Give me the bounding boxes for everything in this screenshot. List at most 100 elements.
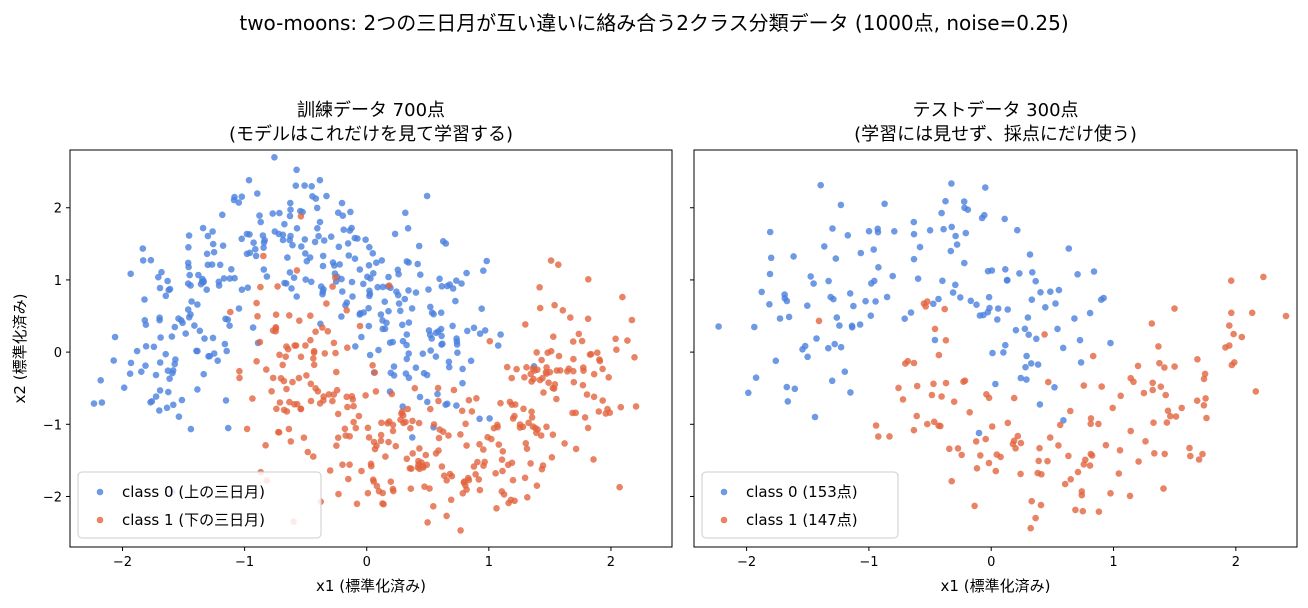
train-class1-point xyxy=(335,490,342,498)
train-class0-point xyxy=(464,327,471,335)
test-class0-point xyxy=(1025,331,1032,339)
train-class0-point xyxy=(238,235,245,243)
train-class0-point xyxy=(480,267,487,275)
test-class1-point xyxy=(1036,444,1043,452)
train-class0-point xyxy=(453,277,460,285)
train-class0-point xyxy=(373,259,380,267)
train-class1-point xyxy=(498,456,506,464)
train-class1-point xyxy=(584,424,592,432)
test-class1-point xyxy=(1095,420,1102,428)
train-class0-point xyxy=(386,339,394,347)
train-class1-point xyxy=(272,324,280,331)
train-class1-point xyxy=(447,496,455,504)
test-class0-point xyxy=(967,297,975,305)
test-class0-point xyxy=(891,228,898,235)
train-class0-point xyxy=(360,280,367,288)
train-class0-point xyxy=(385,273,392,281)
train-y-tick-label: 2 xyxy=(54,202,62,217)
train-class0-point xyxy=(156,314,163,322)
train-class1-point xyxy=(310,347,318,355)
test-class0-point xyxy=(960,198,968,205)
test-class1-point xyxy=(1004,419,1012,427)
train-class0-point xyxy=(175,413,183,421)
train-class1-point xyxy=(473,395,480,402)
test-class1-point xyxy=(985,459,993,467)
train-class0-point xyxy=(182,330,189,337)
train-class0-point xyxy=(348,224,355,232)
train-class1-point xyxy=(533,349,540,356)
test-class1-point xyxy=(1086,462,1094,469)
train-class1-point xyxy=(513,365,520,373)
train-class1-point xyxy=(590,393,598,401)
train-class1-point xyxy=(404,405,412,413)
train-legend: class 0 (上の三日月) class 1 (下の三日月) xyxy=(77,471,322,539)
test-class0-point xyxy=(833,314,841,321)
train-class0-point xyxy=(185,314,193,321)
train-class0-point xyxy=(293,225,301,232)
train-class1-point xyxy=(550,333,557,341)
train-class1-point xyxy=(371,369,379,376)
train-class0-point xyxy=(314,225,321,232)
train-class1-point xyxy=(530,375,537,383)
test-class0-point xyxy=(817,181,824,189)
train-class0-point xyxy=(276,209,283,217)
test-class1-point xyxy=(1201,370,1209,378)
test-class0-point xyxy=(938,209,945,217)
train-class0-point xyxy=(437,325,445,333)
train-class0-point xyxy=(171,360,178,368)
train-class1-point xyxy=(545,379,552,387)
test-class0-point xyxy=(831,340,838,348)
test-class0-point xyxy=(1033,335,1040,343)
test-class0-point xyxy=(1047,288,1054,296)
train-class0-point xyxy=(425,327,433,334)
train-class1-point xyxy=(435,434,443,442)
test-class1-point xyxy=(1157,383,1165,391)
train-class1-point xyxy=(333,442,340,450)
test-class1-point xyxy=(1035,457,1042,465)
test-class0-point xyxy=(1042,304,1049,311)
train-class1-point xyxy=(236,367,243,375)
train-class1-point xyxy=(293,267,301,274)
test-class1-point xyxy=(1149,379,1156,387)
test-class1-point xyxy=(1087,450,1095,458)
test-class0-point xyxy=(1002,266,1009,273)
train-class0-point xyxy=(222,397,230,404)
test-class1-point xyxy=(910,426,918,434)
train-class0-point xyxy=(320,237,328,244)
train-class1-point xyxy=(507,496,515,504)
train-class0-point xyxy=(385,307,392,315)
train-class0-point xyxy=(178,396,186,404)
train-class0-point xyxy=(434,390,441,398)
train-class0-point xyxy=(427,303,434,311)
train-class0-point xyxy=(185,232,193,239)
train-class1-point xyxy=(551,301,558,309)
train-class1-point xyxy=(272,311,280,319)
test-class0-point xyxy=(837,343,845,351)
test-class0-point xyxy=(828,377,836,385)
train-class0-point xyxy=(185,263,192,271)
train-class0-point xyxy=(235,305,243,312)
test-class0-point xyxy=(942,197,949,205)
train-class1-point xyxy=(408,465,415,473)
test-class0-point xyxy=(889,272,896,280)
train-class1-point xyxy=(319,324,326,331)
test-class0-point xyxy=(827,293,834,301)
train-class0-point xyxy=(301,236,309,243)
train-class0-point xyxy=(365,304,372,312)
train-class0-point xyxy=(98,399,106,406)
train-class1-point xyxy=(236,374,243,382)
test-class0-point xyxy=(813,335,820,342)
train-class1-point xyxy=(329,283,336,290)
test-class0-point xyxy=(914,275,922,283)
train-class0-point xyxy=(302,276,310,283)
test-class1-point xyxy=(1055,442,1062,449)
train-class0-point xyxy=(165,388,172,396)
train-class0-point xyxy=(436,275,443,283)
train-class0-point xyxy=(338,275,345,283)
train-class0-point xyxy=(186,271,193,279)
train-class0-point xyxy=(156,387,164,394)
train-class1-point xyxy=(375,487,383,495)
train-legend-marker-class0 xyxy=(96,488,104,496)
train-class0-point xyxy=(378,257,386,264)
test-class0-point xyxy=(850,302,857,310)
